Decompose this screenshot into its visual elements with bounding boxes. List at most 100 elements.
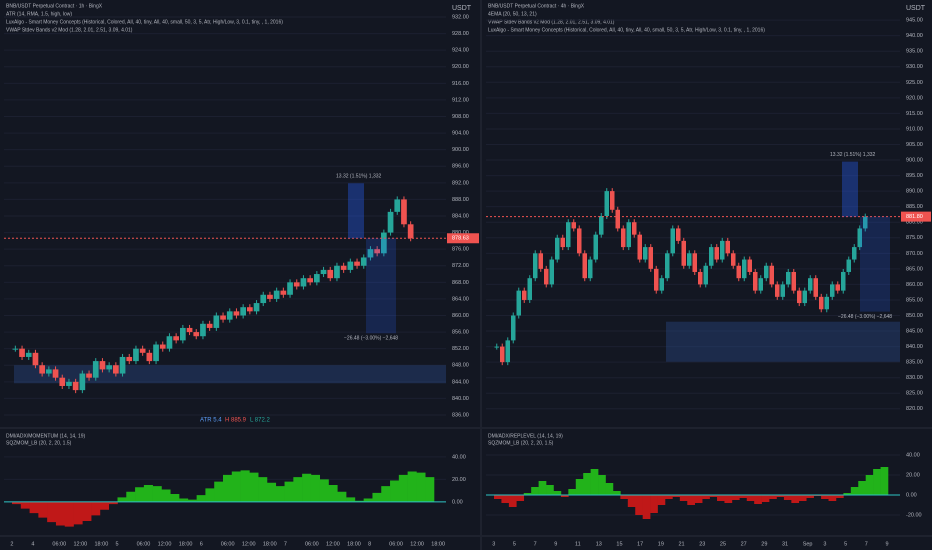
osc-legend: SQZMOM_LB (20, 2, 20, 1.5): [488, 440, 554, 446]
price-tick-label: 928.00: [452, 31, 469, 37]
time-label: 12:00: [158, 541, 172, 547]
osc-bar: [372, 492, 382, 502]
candle: [769, 265, 774, 285]
candle: [113, 365, 119, 374]
osc-bar: [783, 495, 792, 500]
candle: [692, 253, 697, 272]
legend-line: VWAP Stdev Bands v2 Mod (1.28, 2.01, 2.5…: [488, 19, 615, 25]
price-tick-label: 835.00: [906, 360, 923, 366]
candle: [381, 232, 387, 254]
osc-bar: [407, 471, 417, 502]
osc-bar: [858, 481, 866, 495]
time-label: 18:00: [347, 541, 361, 547]
candle: [698, 271, 703, 285]
candle: [566, 222, 571, 248]
candle: [593, 234, 598, 260]
candle: [780, 284, 785, 297]
price-tick-label: 900.00: [906, 157, 923, 163]
osc-bar: [161, 489, 171, 502]
price-badge: [901, 211, 931, 222]
candle: [621, 228, 626, 248]
price-tick-label: 904.00: [452, 131, 469, 137]
time-label: 31: [782, 541, 788, 547]
candle: [347, 261, 354, 270]
candle: [813, 278, 818, 297]
osc-bar: [791, 495, 800, 503]
candle: [791, 271, 796, 291]
candle: [494, 346, 499, 348]
osc-bar: [560, 495, 569, 497]
price-tick-label: 920.00: [906, 95, 923, 101]
candle: [226, 311, 233, 320]
price-tick-label: 910.00: [906, 126, 923, 132]
osc-bar: [275, 486, 285, 502]
price-tick-label: 825.00: [906, 391, 923, 397]
candle: [681, 240, 686, 266]
price-badge: [447, 233, 479, 244]
time-label: 13: [596, 541, 602, 547]
price-tick-label: 908.00: [452, 114, 469, 120]
time-label: 15: [616, 541, 622, 547]
osc-bar: [187, 499, 197, 502]
osc-bar: [99, 501, 110, 510]
price-tick-label: 820.00: [906, 406, 923, 412]
osc-bar: [828, 495, 837, 501]
time-label: 19: [658, 541, 664, 547]
measure-up: [348, 183, 364, 239]
osc-bar: [538, 481, 547, 495]
stat: L 872.2: [250, 418, 270, 424]
time-label: 5: [116, 541, 119, 547]
price-tick-label: 852.00: [452, 346, 469, 352]
candle: [401, 199, 407, 225]
price-tick-label: 895.00: [906, 173, 923, 179]
price-tick-label: 912.00: [452, 97, 469, 103]
stat: ATR 5.4: [200, 418, 222, 424]
osc-bar: [776, 495, 785, 497]
osc-bar: [223, 474, 233, 502]
osc-bar: [724, 495, 733, 503]
candle: [544, 268, 549, 285]
candle: [334, 265, 340, 279]
measure-up-label: 13.32 (1.51%) 1,332: [336, 174, 382, 180]
time-label: 21: [679, 541, 685, 547]
osc-bar: [126, 491, 136, 502]
candle: [747, 259, 752, 272]
osc-bar: [612, 491, 621, 495]
candle: [709, 247, 714, 266]
osc-bar: [650, 495, 658, 513]
osc-bar: [531, 487, 539, 495]
osc-bar: [508, 495, 517, 507]
osc-bar: [12, 501, 22, 505]
osc-bar: [398, 474, 408, 502]
candle: [846, 259, 851, 272]
osc-bar: [29, 501, 39, 514]
price-tick-label: 850.00: [906, 313, 923, 319]
price-tick-label: 880.00: [906, 220, 923, 226]
time-label: 8: [368, 541, 371, 547]
candle: [577, 228, 582, 254]
candle: [39, 365, 45, 374]
candle: [527, 278, 532, 300]
legend-line: VWAP Stdev Bands v2 Mod (1.28, 2.01, 2.5…: [6, 27, 133, 33]
osc-bar: [381, 486, 391, 502]
time-label: 7: [534, 541, 537, 547]
price-tick-label: 945.00: [906, 18, 923, 24]
time-label: 06:00: [305, 541, 319, 547]
osc-bar: [38, 501, 48, 518]
candle: [247, 307, 253, 312]
candle: [670, 228, 675, 254]
osc-bar: [835, 495, 844, 498]
time-label: 17: [637, 541, 643, 547]
osc-bar: [590, 469, 599, 495]
osc-bar: [135, 487, 145, 502]
candle: [753, 271, 758, 291]
candle: [52, 369, 59, 378]
candle: [200, 323, 206, 337]
candle: [314, 274, 320, 283]
osc-bar: [553, 491, 562, 495]
osc-bar: [546, 485, 554, 495]
candle: [126, 356, 133, 362]
stat: H 885.9: [225, 418, 247, 424]
time-label: 18:00: [95, 541, 109, 547]
